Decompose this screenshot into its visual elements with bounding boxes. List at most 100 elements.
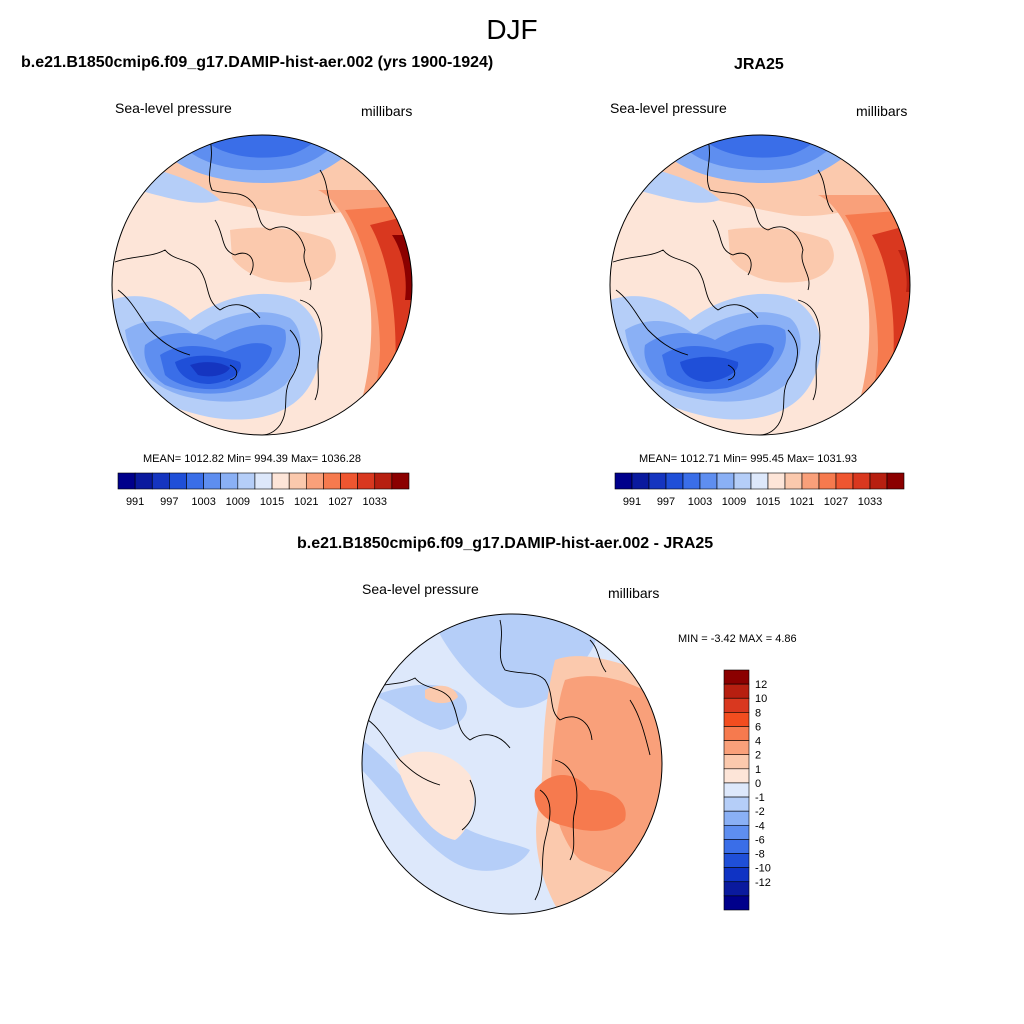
panel2-colorbar-swatch	[733, 472, 752, 490]
panel3-colorbar-swatch	[723, 669, 750, 685]
panel2-variable: Sea-level pressure	[610, 100, 727, 116]
panel1-units: millibars	[361, 103, 413, 119]
panel2-colorbar-tick-label: 1033	[858, 496, 882, 508]
panel3-colorbar-swatch	[723, 782, 750, 798]
panel3-colorbar-tick-label: -4	[755, 820, 765, 832]
panel2-coastlines	[612, 139, 834, 435]
panel2-colorbar-tick-label: 1003	[688, 496, 712, 508]
panel1-colorbar-swatch	[237, 472, 256, 490]
panel1-colorbar-swatch	[220, 472, 239, 490]
panel3-colorbar-tick-label: -10	[755, 863, 771, 875]
panel1-colorbar-tick-label: 1027	[328, 496, 352, 508]
panel3-colorbar-swatch	[723, 895, 750, 911]
panel3-title: b.e21.B1850cmip6.f09_g17.DAMIP-hist-aer.…	[297, 535, 714, 552]
panel1-colorbar-swatch	[186, 472, 204, 490]
panel3-units: millibars	[608, 585, 660, 601]
panel2-map	[610, 135, 910, 435]
panel1-colorbar-swatch	[134, 472, 153, 490]
panel3-colorbar-swatch	[723, 754, 750, 770]
panel3-colorbar-tick-label: 10	[755, 693, 767, 705]
panel2-colorbar-swatch	[631, 472, 650, 490]
panel1-coastlines	[114, 139, 336, 435]
panel3-colorbar-tick-label: 4	[755, 736, 761, 748]
panel3-colorbar-swatch	[723, 796, 750, 812]
panel1-variable: Sea-level pressure	[115, 100, 232, 116]
panel3-colorbar-swatch	[723, 740, 750, 756]
panel3-stats: MIN = -3.42 MAX = 4.86	[678, 633, 797, 645]
panel1-colorbar-swatch	[305, 472, 324, 490]
panel3-colorbar-swatch	[723, 768, 750, 784]
panel3-colorbar-swatch	[723, 853, 750, 868]
panel1-colorbar-swatch	[117, 472, 136, 490]
panel2-units: millibars	[856, 103, 908, 119]
panel3-colorbar-swatch	[723, 712, 750, 727]
panel2-colorbar-swatch	[767, 472, 786, 490]
panel1-colorbar-swatch	[151, 472, 170, 490]
panel2-colorbar-swatch	[750, 472, 769, 490]
panel3-colorbar-tick-label: 0	[755, 778, 761, 790]
panel3-colorbar-swatch	[723, 683, 750, 699]
panel1-colorbar-swatch	[391, 472, 410, 490]
panel1-colorbar-swatch	[271, 472, 290, 490]
panel1-colorbar-swatch	[340, 472, 358, 490]
panel1-colorbar-swatch	[374, 472, 393, 490]
panel1-colorbar-tick-label: 991	[126, 496, 144, 508]
panel2-stats: MEAN= 1012.71 Min= 995.45 Max= 1031.93	[639, 453, 858, 465]
panel2-colorbar-swatch	[665, 472, 684, 490]
panel2-colorbar: 991 997 1003 1009 1015 1021 1027 1033	[614, 472, 905, 508]
panel2-colorbar-swatch	[682, 472, 701, 490]
panel3-colorbar-tick-label: -12	[755, 877, 771, 889]
panel2-colorbar-swatch	[835, 472, 854, 490]
panel3-colorbar-swatch	[723, 726, 750, 741]
panel1-colorbar-tick-label: 997	[160, 496, 178, 508]
panel2-colorbar-tick-label: 997	[657, 496, 675, 508]
panel2-colorbar-tick-label: 1027	[824, 496, 848, 508]
panel2-title: JRA25	[734, 56, 784, 73]
panel3-colorbar-tick-label: 6	[755, 721, 761, 733]
panel1-colorbar-tick-label: 1009	[226, 496, 250, 508]
panel3-colorbar-tick-label: -2	[755, 806, 765, 818]
panel2-colorbar-swatch	[801, 472, 820, 490]
panel3-colorbar-tick-label: -6	[755, 834, 765, 846]
panel3-colorbar-swatch	[723, 881, 750, 897]
panel3-colorbar-tick-label: 8	[755, 707, 761, 719]
panel3-colorbar-swatch	[723, 697, 750, 713]
panel2-colorbar-tick-label: 1009	[722, 496, 746, 508]
panel3-colorbar-tick-label: -8	[755, 849, 765, 861]
panel2-colorbar-swatch	[699, 472, 718, 490]
panel3-variable: Sea-level pressure	[362, 581, 479, 597]
panel3-coastlines	[364, 619, 651, 901]
panel2-colorbar-swatch	[648, 472, 667, 490]
panel1-colorbar-swatch	[169, 472, 187, 490]
panel1-colorbar-tick-label: 1015	[260, 496, 284, 508]
panel3-colorbar-tick-label: 1	[755, 764, 761, 776]
panel1-colorbar-swatch	[288, 472, 307, 490]
panel1-colorbar-swatch	[323, 472, 341, 490]
panel3-colorbar-tick-label: 2	[755, 750, 761, 762]
panel1-colorbar-swatch	[203, 472, 222, 490]
panel3-colorbar-tick-label: 12	[755, 679, 767, 691]
figure-title: DJF	[486, 14, 538, 45]
panel2-colorbar-swatch	[784, 472, 803, 490]
panel2-colorbar-tick-label: 1021	[790, 496, 814, 508]
panel1-colorbar: 991 997 1003 1009 1015 1021 1027 1033	[117, 472, 410, 508]
panel3-colorbar-tick-label: -1	[755, 792, 765, 804]
panel1-colorbar-tick-label: 1003	[191, 496, 215, 508]
panel3-colorbar-swatch	[723, 867, 750, 883]
panel3-map	[362, 614, 662, 914]
panel2-colorbar-swatch	[614, 472, 633, 490]
panel2-colorbar-swatch	[886, 472, 905, 490]
panel1-map	[112, 135, 412, 435]
panel1-colorbar-tick-label: 1021	[294, 496, 318, 508]
panel1-colorbar-tick-label: 1033	[363, 496, 387, 508]
panel2-colorbar-swatch	[852, 472, 871, 490]
panel2-colorbar-swatch	[869, 472, 888, 490]
panel1-colorbar-swatch	[357, 472, 376, 490]
panel3-colorbar-swatch	[723, 810, 750, 826]
panel2-colorbar-swatch	[818, 472, 837, 490]
panel1-title: b.e21.B1850cmip6.f09_g17.DAMIP-hist-aer.…	[21, 54, 494, 71]
panel3-colorbar-swatch	[723, 839, 750, 854]
panel2-colorbar-swatch	[716, 472, 735, 490]
